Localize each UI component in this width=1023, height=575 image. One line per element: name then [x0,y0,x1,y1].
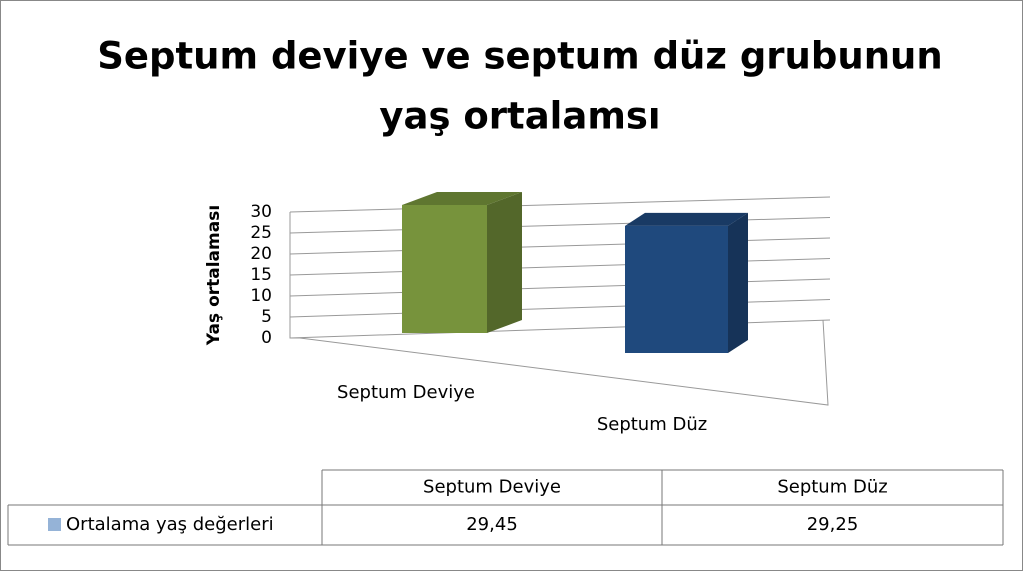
chart-title: Septum deviye ve septum düz grubunun [97,35,943,78]
table-header: Septum Düz [777,477,887,498]
legend-label: Ortalama yaş değerleri [66,514,274,535]
floor [299,319,829,406]
legend-key [48,518,61,531]
y-tick-label: 10 [250,286,272,306]
x-tick-label: Septum Düz [597,414,707,435]
bar [402,204,487,333]
chart-title-line: yaş ortalamsı [379,95,660,138]
bar-side [728,212,748,353]
y-tick-label: 30 [250,202,272,222]
bar-side [487,191,522,333]
y-tick-label: 0 [261,328,272,348]
bar-top [625,212,748,226]
x-tick-label: Septum Deviye [337,382,475,403]
table-value: 29,45 [466,514,518,535]
y-tick-label: 5 [261,307,272,327]
grid-line [289,196,831,213]
table-value: 29,25 [807,514,859,535]
bar [625,225,728,353]
y-tick-label: 15 [250,265,272,285]
table-header: Septum Deviye [423,477,561,498]
bar-top [402,191,522,205]
y-tick-label: 20 [250,244,272,264]
y-tick-label: 25 [250,223,272,243]
y-axis-label: Yaş ortalaması [204,205,224,346]
